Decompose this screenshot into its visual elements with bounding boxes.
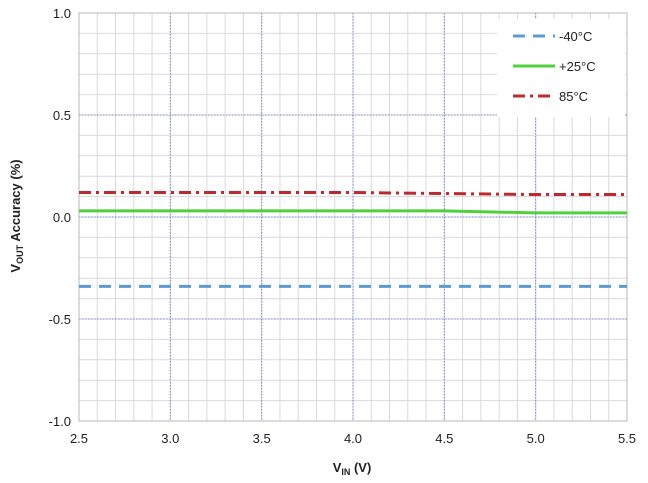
y-axis-label: VOUT Accuracy (%)	[8, 159, 25, 272]
x-axis-label-unit: (V)	[350, 460, 371, 475]
series-line-+25°C	[79, 209, 627, 215]
x-axis-label: VIN (V)	[333, 460, 372, 477]
x-tick-label: 3.5	[253, 431, 271, 446]
y-axis-label-sub: OUT	[15, 244, 25, 264]
x-tick-labels: 2.5 3.0 3.5 4.0 4.5 5.0 5.5	[70, 431, 636, 446]
y-tick-label: 0.5	[53, 108, 71, 123]
y-tick-label: -0.5	[49, 312, 71, 327]
legend: -40°C +25°C 85°C	[497, 19, 625, 117]
legend-label: -40°C	[559, 29, 592, 44]
series-line-85°C	[79, 191, 627, 197]
legend-label: +25°C	[559, 59, 596, 74]
x-axis-label-main: V	[333, 460, 342, 475]
x-tick-label: 2.5	[70, 431, 88, 446]
legend-label: 85°C	[559, 89, 588, 104]
x-tick-label: 4.5	[435, 431, 453, 446]
y-axis-label-unit: Accuracy (%)	[8, 159, 23, 245]
plot-border	[78, 12, 628, 422]
series-layer	[79, 191, 627, 288]
y-tick-labels: 1.0 0.5 0.0 -0.5 -1.0	[49, 6, 71, 429]
y-tick-label: -1.0	[49, 414, 71, 429]
x-tick-label: 5.5	[618, 431, 636, 446]
y-tick-label: 1.0	[53, 6, 71, 21]
y-tick-label: 0.0	[53, 210, 71, 225]
y-axis-label-main: V	[8, 264, 23, 273]
x-tick-label: 5.0	[527, 431, 545, 446]
x-tick-label: 4.0	[344, 431, 362, 446]
x-axis-label-sub: IN	[341, 467, 350, 477]
x-tick-label: 3.0	[161, 431, 179, 446]
